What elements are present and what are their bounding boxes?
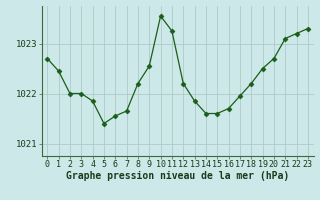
X-axis label: Graphe pression niveau de la mer (hPa): Graphe pression niveau de la mer (hPa) [66, 171, 289, 181]
